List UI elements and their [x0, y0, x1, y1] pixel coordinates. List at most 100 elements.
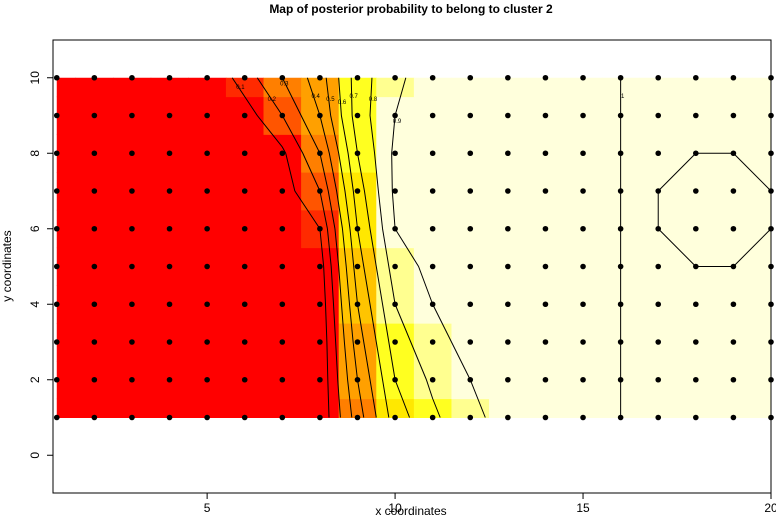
site-point — [241, 414, 248, 421]
site-point — [392, 414, 398, 421]
site-point — [617, 225, 624, 232]
site-point — [53, 376, 60, 383]
site-point — [129, 150, 135, 157]
heat-cell — [56, 398, 77, 418]
site-point — [505, 339, 511, 345]
plot-frame — [52, 39, 772, 494]
heat-cell — [564, 77, 603, 98]
site-point — [129, 188, 135, 194]
heat-cell — [376, 77, 415, 98]
site-point — [617, 301, 624, 308]
site-point — [279, 414, 286, 421]
site-point — [392, 225, 398, 232]
site-point — [730, 414, 737, 421]
site-point — [204, 263, 210, 270]
heat-cell — [489, 77, 528, 98]
contour-label: 0.9 — [393, 119, 402, 125]
site-point — [317, 225, 323, 232]
site-point — [617, 188, 624, 194]
site-point — [693, 150, 699, 157]
site-point — [655, 150, 662, 157]
site-point — [317, 188, 323, 194]
site-point — [730, 225, 737, 232]
site-point — [505, 301, 511, 308]
contour-label: 0.2 — [268, 97, 277, 103]
heat-cell — [56, 209, 77, 249]
site-point — [655, 112, 662, 119]
heat-cell — [225, 398, 265, 418]
site-point — [617, 74, 624, 81]
site-point — [730, 112, 737, 119]
site-point — [730, 301, 737, 308]
heat-cell — [752, 96, 772, 135]
site-point — [354, 414, 361, 421]
site-point — [505, 112, 511, 119]
site-point — [467, 376, 474, 383]
site-point — [166, 414, 173, 421]
site-point — [580, 376, 586, 383]
x-axis-label: x coordinates — [375, 504, 446, 518]
site-point — [505, 263, 511, 270]
site-point — [91, 339, 98, 345]
contour-label: 0.8 — [369, 97, 378, 103]
site-point — [129, 376, 135, 383]
site-point — [392, 150, 398, 157]
site-point — [166, 150, 173, 157]
site-point — [542, 339, 549, 345]
heat-cell — [301, 398, 340, 418]
heat-cell — [752, 172, 772, 211]
site-point — [730, 339, 737, 345]
site-point — [392, 188, 398, 194]
site-point — [91, 74, 98, 81]
heat-cell — [56, 360, 77, 400]
y-tick-label: 4 — [28, 301, 42, 308]
site-point — [166, 225, 173, 232]
site-point — [91, 376, 98, 383]
site-point — [279, 263, 286, 270]
site-point — [53, 301, 60, 308]
x-tick-label: 20 — [764, 501, 776, 515]
heat-cell — [752, 323, 772, 362]
x-tick-label: 10 — [388, 501, 402, 515]
heat-cell — [56, 96, 77, 135]
heat-cell — [752, 134, 772, 173]
site-point — [693, 74, 699, 81]
site-point — [542, 263, 549, 270]
site-point — [542, 74, 549, 81]
heat-cell — [451, 77, 490, 98]
heat-cell — [338, 398, 377, 418]
site-point — [429, 301, 436, 308]
site-point — [279, 74, 286, 81]
site-point — [354, 301, 361, 308]
site-point — [429, 339, 436, 345]
heat-cell — [639, 77, 678, 98]
heat-cell — [489, 398, 528, 418]
site-point — [730, 263, 737, 270]
site-point — [467, 225, 474, 232]
site-point — [655, 263, 662, 270]
site-point — [505, 150, 511, 157]
heat-cell — [188, 77, 227, 98]
site-point — [129, 225, 135, 232]
site-point — [505, 188, 511, 194]
site-point — [580, 263, 586, 270]
heat-cell — [677, 77, 716, 98]
heat-cell — [56, 172, 77, 211]
site-point — [354, 376, 361, 383]
y-axis-label: y coordinates — [0, 230, 14, 301]
site-point — [241, 263, 248, 270]
heat-cell — [714, 398, 753, 418]
heat-cell — [338, 77, 377, 98]
contour-label: 0.4 — [311, 94, 320, 100]
site-point — [91, 150, 98, 157]
site-point — [279, 225, 286, 232]
site-point — [204, 74, 210, 81]
site-point — [241, 150, 248, 157]
site-point — [693, 301, 699, 308]
heat-cell — [56, 134, 77, 173]
site-point — [655, 188, 662, 194]
site-point — [693, 112, 699, 119]
contour-label: 1 — [621, 94, 625, 100]
site-point — [166, 112, 173, 119]
site-point — [317, 301, 323, 308]
